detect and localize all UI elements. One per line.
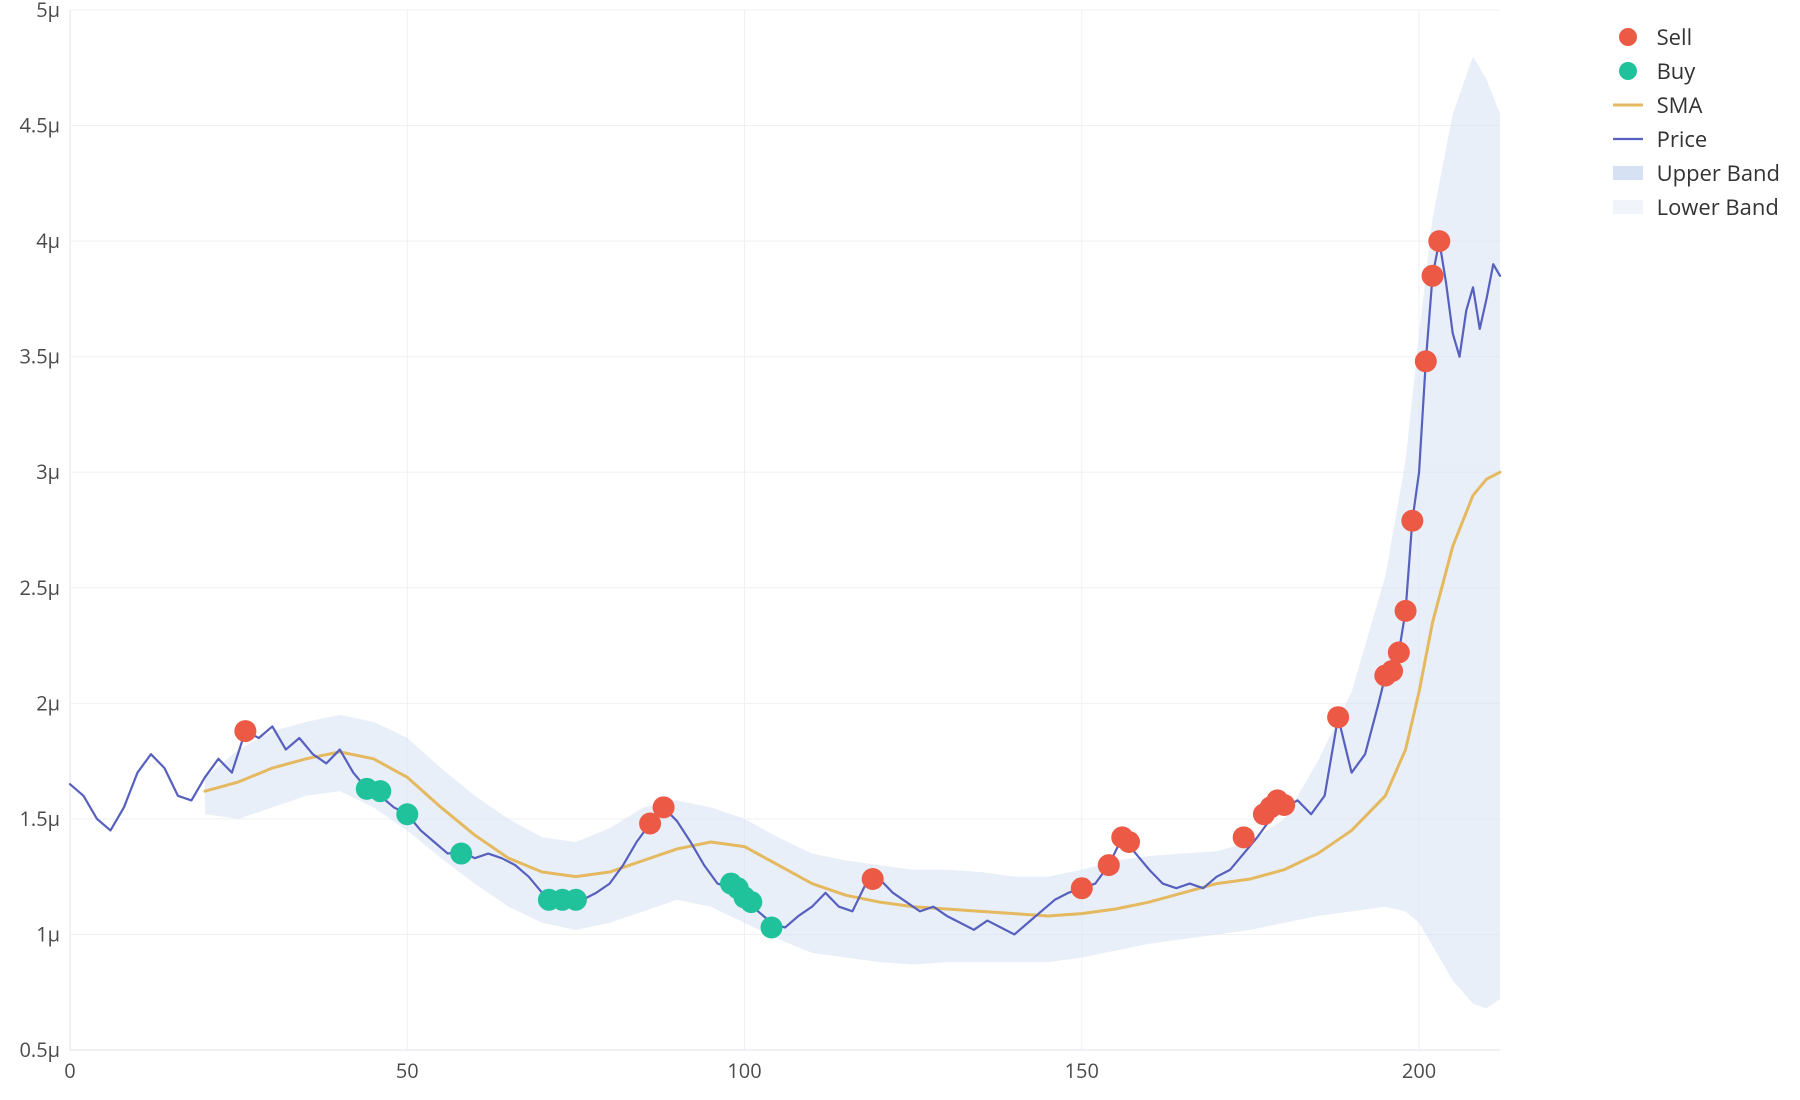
sell-marker[interactable]	[234, 720, 256, 742]
sell-marker[interactable]	[1415, 350, 1437, 372]
legend-line-icon	[1611, 128, 1645, 150]
legend-fill-icon	[1611, 196, 1645, 218]
legend-item[interactable]: Sell	[1611, 20, 1780, 54]
sell-marker[interactable]	[1395, 600, 1417, 622]
y-tick-label: 4μ	[36, 227, 60, 254]
x-tick-label: 0	[64, 1057, 75, 1084]
sell-marker[interactable]	[1422, 265, 1444, 287]
sell-marker[interactable]	[862, 868, 884, 890]
legend-label: Upper Band	[1657, 158, 1780, 188]
legend-label: Buy	[1657, 56, 1696, 86]
sell-marker[interactable]	[1071, 877, 1093, 899]
sell-marker[interactable]	[1118, 831, 1140, 853]
sell-marker[interactable]	[1233, 826, 1255, 848]
legend-item[interactable]: Price	[1611, 122, 1780, 156]
legend-item[interactable]: Lower Band	[1611, 190, 1780, 224]
y-tick-label: 2.5μ	[20, 574, 61, 601]
x-tick-label: 150	[1065, 1057, 1099, 1084]
buy-marker[interactable]	[761, 917, 783, 939]
sell-marker[interactable]	[1273, 794, 1295, 816]
y-tick-label: 5μ	[36, 0, 60, 23]
legend-label: Sell	[1657, 22, 1693, 52]
buy-marker[interactable]	[450, 843, 472, 865]
legend-item[interactable]: Upper Band	[1611, 156, 1780, 190]
legend-label: Lower Band	[1657, 192, 1779, 222]
buy-marker[interactable]	[565, 889, 587, 911]
legend-label: Price	[1657, 124, 1708, 154]
legend-label: SMA	[1657, 90, 1703, 120]
y-tick-label: 1.5μ	[20, 805, 61, 832]
buy-marker[interactable]	[396, 803, 418, 825]
legend-marker-icon	[1611, 60, 1645, 82]
y-tick-label: 4.5μ	[20, 112, 61, 139]
x-tick-label: 100	[727, 1057, 761, 1084]
x-tick-label: 200	[1402, 1057, 1436, 1084]
legend[interactable]: Sell Buy SMA Price Upper Band Lower Band	[1611, 20, 1780, 224]
legend-item[interactable]: SMA	[1611, 88, 1780, 122]
sell-marker[interactable]	[1327, 706, 1349, 728]
sell-marker[interactable]	[1098, 854, 1120, 876]
sell-marker[interactable]	[1401, 510, 1423, 532]
chart-root: 0 50 100 150 200 0.5μ 1μ 1.5μ 2μ 2.5μ 3μ 3.5μ 4μ 4.5μ…	[0, 0, 1800, 1100]
sell-marker[interactable]	[653, 796, 675, 818]
y-tick-label: 0.5μ	[20, 1036, 61, 1063]
y-tick-label: 2μ	[36, 689, 60, 716]
chart-svg: 0 50 100 150 200 0.5μ 1μ 1.5μ 2μ 2.5μ 3μ 3.5μ 4μ 4.5μ…	[0, 0, 1800, 1100]
buy-marker[interactable]	[740, 891, 762, 913]
sell-marker[interactable]	[1388, 641, 1410, 663]
legend-line-icon	[1611, 94, 1645, 116]
legend-marker-icon	[1611, 26, 1645, 48]
legend-fill-icon	[1611, 162, 1645, 184]
legend-item[interactable]: Buy	[1611, 54, 1780, 88]
y-tick-label: 3μ	[36, 458, 60, 485]
y-tick-label: 3.5μ	[20, 343, 61, 370]
x-tick-label: 50	[396, 1057, 419, 1084]
buy-marker[interactable]	[369, 780, 391, 802]
y-tick-label: 1μ	[36, 920, 60, 947]
sell-marker[interactable]	[1428, 230, 1450, 252]
